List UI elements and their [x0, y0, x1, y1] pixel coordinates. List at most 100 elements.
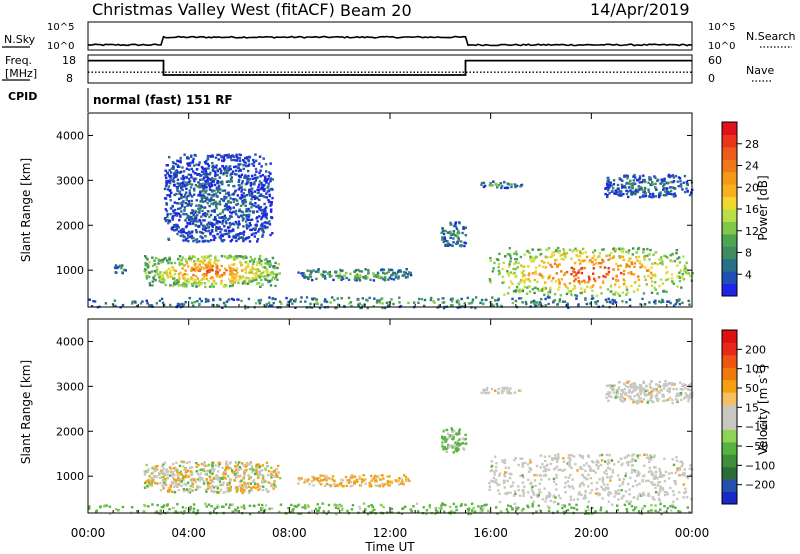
echo-cell [591, 469, 594, 472]
echo-cell [269, 177, 272, 180]
echo-cell [258, 171, 261, 175]
echo-cell [264, 215, 267, 219]
echo-cell [581, 252, 584, 255]
echo-cell [228, 484, 232, 488]
echo-cell [548, 492, 551, 495]
echo-cell [229, 168, 232, 171]
echo-cell [582, 464, 586, 467]
echo-cell [274, 277, 278, 281]
echo-cell [232, 155, 236, 158]
echo-cell [180, 177, 183, 180]
echo-cell [573, 275, 576, 278]
echo-cell [214, 192, 218, 195]
echo-cell [631, 385, 634, 388]
echo-cell [241, 219, 245, 222]
echo-cell [609, 476, 612, 479]
echo-cell [442, 430, 445, 433]
echo-cell [632, 386, 636, 390]
echo-cell [432, 299, 435, 303]
echo-cell [572, 506, 576, 510]
echo-cell [251, 467, 254, 470]
echo-cell [169, 484, 173, 487]
echo-cell [422, 506, 425, 509]
echo-cell [351, 474, 354, 477]
echo-cell [464, 433, 467, 437]
echo-cell [243, 490, 246, 493]
echo-cell [196, 509, 200, 512]
echo-cell [162, 258, 166, 261]
echo-cell [627, 190, 630, 193]
echo-cell [639, 185, 642, 189]
echo-cell [626, 175, 629, 179]
echo-cell [599, 265, 602, 269]
echo-cell [244, 204, 247, 207]
echo-cell [408, 271, 411, 274]
echo-cell [362, 474, 365, 477]
echo-cell [622, 258, 625, 262]
echo-cell [658, 385, 662, 388]
echo-cell [552, 494, 556, 497]
echo-cell [688, 393, 692, 397]
echo-cell [683, 491, 686, 495]
echo-cell [228, 506, 231, 509]
echo-cell [642, 248, 645, 251]
echo-cell [551, 252, 554, 255]
echo-cell [669, 192, 672, 196]
echo-cell [572, 455, 576, 458]
echo-cell [88, 298, 91, 301]
noise-right-tick-bottom: 10^0 [708, 41, 735, 52]
echo-cell [227, 184, 230, 187]
echo-cell [253, 469, 256, 472]
echo-cell [245, 207, 248, 211]
echo-cell [258, 487, 262, 491]
echo-cell [173, 201, 176, 204]
echo-cell [181, 174, 185, 178]
echo-cell [392, 278, 396, 281]
echo-cell [150, 477, 153, 480]
echo-cell [543, 487, 546, 490]
echo-cell [659, 262, 662, 265]
echo-cell [188, 509, 192, 512]
echo-cell [256, 238, 260, 241]
echo-cell [537, 248, 540, 251]
echo-cell [650, 473, 654, 477]
echo-cell [166, 215, 169, 218]
echo-cell [542, 286, 545, 289]
echo-cell [622, 278, 625, 281]
echo-cell [219, 171, 223, 175]
echo-cell [390, 507, 394, 511]
echo-cell [361, 297, 364, 300]
echo-cell [151, 256, 154, 259]
echo-cell [616, 191, 619, 194]
echo-cell [160, 476, 164, 479]
echo-cell [544, 255, 548, 258]
echo-cell [659, 471, 662, 475]
colorbar-swatch [722, 258, 737, 272]
echo-cell [176, 182, 179, 185]
echo-cell [575, 254, 578, 257]
echo-cell [219, 483, 222, 487]
echo-cell [659, 489, 662, 492]
echo-cell [198, 280, 201, 283]
echo-cell [227, 475, 230, 478]
echo-cell [159, 271, 162, 274]
echo-cell [180, 205, 184, 208]
echo-cell [605, 300, 609, 304]
echo-cell [594, 510, 597, 513]
echo-cell [307, 505, 310, 508]
echo-cell [676, 275, 679, 278]
echo-cell [247, 297, 251, 301]
echo-cell [306, 504, 310, 507]
echo-cell [328, 477, 331, 480]
echo-cell [447, 437, 450, 440]
echo-cell [394, 276, 398, 279]
echo-cell [610, 251, 613, 255]
echo-cell [368, 481, 371, 485]
echo-cell [177, 171, 180, 174]
echo-cell [635, 506, 638, 509]
echo-cell [658, 467, 661, 471]
echo-cell [268, 263, 271, 266]
echo-cell [238, 223, 241, 226]
echo-cell [264, 504, 268, 507]
